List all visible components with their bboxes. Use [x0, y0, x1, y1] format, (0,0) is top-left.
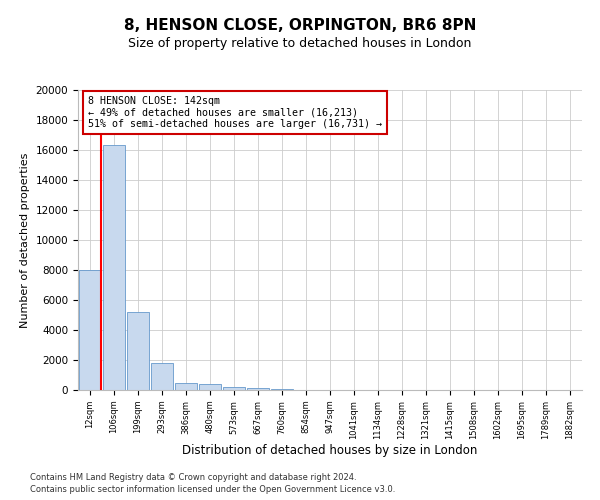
Text: 8 HENSON CLOSE: 142sqm
← 49% of detached houses are smaller (16,213)
51% of semi: 8 HENSON CLOSE: 142sqm ← 49% of detached…: [88, 96, 382, 129]
Text: 8, HENSON CLOSE, ORPINGTON, BR6 8PN: 8, HENSON CLOSE, ORPINGTON, BR6 8PN: [124, 18, 476, 32]
Bar: [247, 388, 269, 390]
Bar: [127, 312, 149, 390]
Bar: [79, 270, 101, 390]
Bar: [271, 389, 293, 390]
Bar: [151, 363, 173, 390]
Bar: [175, 382, 197, 390]
Bar: [103, 146, 125, 390]
Text: Size of property relative to detached houses in London: Size of property relative to detached ho…: [128, 38, 472, 51]
X-axis label: Distribution of detached houses by size in London: Distribution of detached houses by size …: [182, 444, 478, 458]
Text: Contains public sector information licensed under the Open Government Licence v3: Contains public sector information licen…: [30, 485, 395, 494]
Bar: [223, 387, 245, 390]
Bar: [199, 384, 221, 390]
Text: Contains HM Land Registry data © Crown copyright and database right 2024.: Contains HM Land Registry data © Crown c…: [30, 474, 356, 482]
Y-axis label: Number of detached properties: Number of detached properties: [20, 152, 30, 328]
